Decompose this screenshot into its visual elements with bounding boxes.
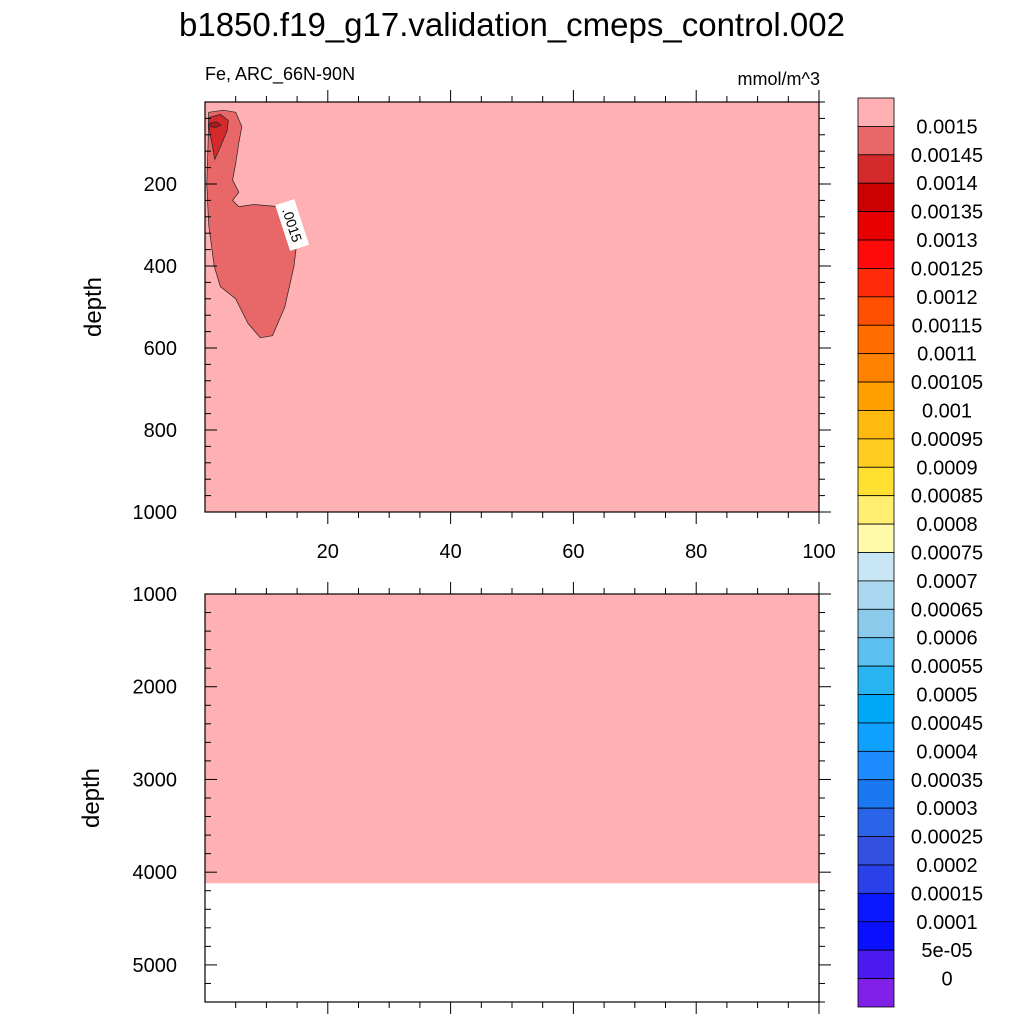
colorbar-box xyxy=(857,836,895,866)
colorbar-label: 0.0002 xyxy=(916,855,977,877)
contour-label-background xyxy=(275,199,310,251)
colorbar-box xyxy=(857,750,895,781)
colorbar-label: 0.00045 xyxy=(911,713,983,735)
x-tick-label: 80 xyxy=(685,541,707,563)
colorbar-label: 0 xyxy=(941,969,952,991)
colorbar-label: 0.00075 xyxy=(911,543,983,565)
x-tick-label: 100 xyxy=(802,541,835,563)
y-tick-label: 1000 xyxy=(133,584,178,606)
x-tick-label: 60 xyxy=(562,541,584,563)
colorbar-box xyxy=(857,665,895,695)
colorbar-label: 0.00085 xyxy=(911,486,983,508)
colorbar-box xyxy=(857,608,895,639)
x-tick-label: 40 xyxy=(439,541,461,563)
colorbar-box xyxy=(857,466,895,497)
y-tick-label: 4000 xyxy=(133,862,178,884)
colorbar-box xyxy=(857,949,895,979)
colorbar-box xyxy=(857,97,895,127)
x-tick-label: 20 xyxy=(317,541,339,563)
colorbar-label: 0.0006 xyxy=(916,628,977,650)
colorbar-label: 0.00135 xyxy=(911,202,983,224)
colorbar-label: 0.00065 xyxy=(911,599,983,621)
y-tick-label: 400 xyxy=(144,256,177,278)
colorbar-label: 0.0004 xyxy=(916,741,977,763)
y-tick-label: 5000 xyxy=(133,955,178,977)
units-label: mmol/m^3 xyxy=(738,69,820,89)
variable-region-label: Fe, ARC_66N-90N xyxy=(205,64,355,85)
y-tick-label: 200 xyxy=(144,174,177,196)
colorbar-label: 0.0014 xyxy=(916,173,977,195)
colorbar-label: 0.0001 xyxy=(916,912,977,934)
colorbar-label: 0.0015 xyxy=(916,116,977,138)
colorbar-box xyxy=(857,268,895,298)
colorbar-box xyxy=(857,580,895,610)
colorbar-box xyxy=(857,722,895,752)
colorbar-box xyxy=(857,637,895,667)
colorbar-box xyxy=(857,864,895,894)
colorbar-label: 0.0009 xyxy=(916,457,977,479)
colorbar-box xyxy=(857,552,895,582)
colorbar-label: 0.00095 xyxy=(911,429,983,451)
colorbar-box xyxy=(857,154,895,184)
y-tick-label: 3000 xyxy=(133,769,178,791)
colorbar-label: 0.00115 xyxy=(912,315,983,337)
y-tick-label: 2000 xyxy=(133,677,178,699)
colorbar-label: 0.00015 xyxy=(911,883,983,905)
colorbar-box xyxy=(857,779,895,809)
colorbar-box xyxy=(857,978,895,1008)
colorbar-box xyxy=(857,239,895,269)
colorbar-box xyxy=(857,694,895,724)
contour-region-2 xyxy=(209,121,222,128)
y-tick-label: 1000 xyxy=(133,502,178,524)
colorbar-box xyxy=(857,324,895,355)
colorbar-label: 0.0011 xyxy=(917,344,977,366)
colorbar-label: 0.0012 xyxy=(916,287,977,309)
lower-panel: 1000 2000 3000 4000 5000 xyxy=(133,582,831,1014)
colorbar-box xyxy=(857,495,895,525)
colorbar-box xyxy=(857,410,895,440)
upper-y-axis-label: depth xyxy=(80,277,107,337)
colorbar-label: 0.0003 xyxy=(916,798,977,820)
colorbar-label: 0.00035 xyxy=(911,770,983,792)
panel-background-fill xyxy=(205,102,819,512)
colorbar-box xyxy=(857,353,895,383)
colorbar-box xyxy=(857,126,895,156)
colorbar-label: 0.00055 xyxy=(911,656,983,678)
colorbar-box xyxy=(857,921,895,951)
colorbar-box xyxy=(857,381,895,411)
colorbar-box xyxy=(857,182,895,213)
colorbar-label: 0.001 xyxy=(922,400,972,422)
chart-title: b1850.f19_g17.validation_cmeps_control.0… xyxy=(179,6,845,43)
y-tick-label: 600 xyxy=(144,338,177,360)
colorbar-label: 0.0008 xyxy=(916,514,977,536)
colorbar-box xyxy=(857,211,895,241)
colorbar: 0.0015 0.00145 0.0014 0.00135 0.0013 0.00125 0… xyxy=(857,97,983,1008)
colorbar-box xyxy=(857,438,895,468)
colorbar-box xyxy=(857,523,895,553)
lower-y-axis-label: depth xyxy=(78,768,105,828)
colorbar-label: 0.00025 xyxy=(911,827,983,849)
colorbar-box xyxy=(857,296,895,326)
colorbar-label: 0.0007 xyxy=(916,571,977,593)
colorbar-label: 5e-05 xyxy=(921,940,972,962)
colorbar-label: 0.0005 xyxy=(916,685,977,707)
colorbar-box xyxy=(857,892,895,923)
colorbar-label: 0.00145 xyxy=(911,145,983,167)
colorbar-label: 0.0013 xyxy=(916,230,977,252)
colorbar-box xyxy=(857,807,895,837)
missing-data-region xyxy=(205,883,819,1002)
colorbar-label: 0.00105 xyxy=(911,372,983,394)
y-tick-label: 800 xyxy=(144,420,177,442)
colorbar-label: 0.00125 xyxy=(911,258,983,280)
